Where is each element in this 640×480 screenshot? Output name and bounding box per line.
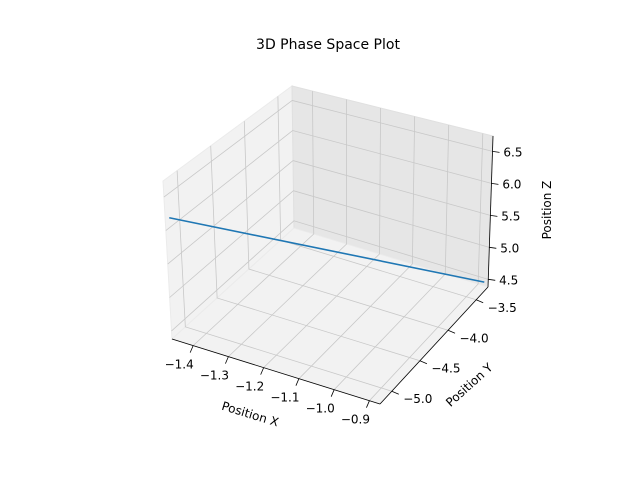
z-grid-line	[163, 100, 493, 198]
x-axis-line	[171, 338, 381, 405]
y-tick-label: −5.0	[403, 392, 432, 406]
z-axis-line	[487, 135, 494, 288]
x-tick-label: −1.2	[235, 380, 264, 394]
series-line-0	[169, 216, 485, 283]
z-tick-mark	[490, 214, 498, 217]
x-grid-line	[192, 91, 315, 346]
z-grid-line	[167, 160, 491, 265]
x-tick-mark	[295, 378, 300, 386]
y-axis-line	[379, 286, 489, 405]
y-tick-mark	[476, 299, 484, 304]
x-tick-label: −1.0	[306, 402, 335, 416]
y-tick-label: −4.0	[459, 331, 488, 345]
y-tick-label: −3.5	[488, 301, 517, 315]
x-tick-label: −1.1	[270, 391, 299, 405]
z-tick-label: 6.0	[502, 177, 521, 191]
x-tick-mark	[330, 389, 335, 397]
tick-marks	[189, 150, 500, 408]
x-tick-label: −0.9	[341, 413, 370, 427]
y-tick-mark	[391, 390, 399, 395]
z-grid-line	[169, 190, 490, 298]
tick-labels: −1.4 −1.3 −1.2 −1.1 −1.0 −0.9 −5.0 −4.5 −4.0 −3.5…	[165, 145, 523, 426]
x-grid-line	[263, 108, 381, 368]
x-tick-mark	[189, 345, 194, 353]
z-tick-label: 4.5	[499, 273, 518, 287]
x-grid-line	[228, 99, 348, 357]
x-tick-mark	[260, 367, 265, 375]
y-tick-label: −4.5	[431, 362, 460, 376]
y-grid-line	[176, 170, 392, 392]
z-tick-label: 6.5	[503, 145, 522, 159]
x-grid-line	[369, 133, 484, 401]
y-grid-line	[210, 145, 421, 362]
z-tick-mark	[492, 150, 500, 153]
x-tick-mark	[366, 400, 370, 408]
series-layer	[169, 216, 485, 283]
z-tick-label: 5.0	[500, 241, 519, 255]
z-tick-mark	[489, 246, 497, 249]
y-tick-mark	[447, 329, 456, 334]
x-tick-label: −1.3	[200, 369, 229, 383]
z-grid-line	[171, 220, 489, 332]
z-tick-mark	[491, 182, 499, 185]
z-tick-label: 5.5	[501, 209, 520, 223]
z-tick-mark	[488, 278, 496, 281]
z-grid-line	[165, 130, 492, 231]
z-axis-label: Position Z	[540, 181, 554, 240]
x-tick-mark	[225, 356, 229, 364]
y-tick-mark	[419, 360, 428, 365]
chart-title: 3D Phase Space Plot	[256, 37, 400, 53]
y-grid-line	[243, 121, 449, 331]
x-grid-line	[298, 116, 416, 379]
grid-lines	[163, 91, 493, 401]
x-tick-label: −1.4	[165, 358, 194, 372]
